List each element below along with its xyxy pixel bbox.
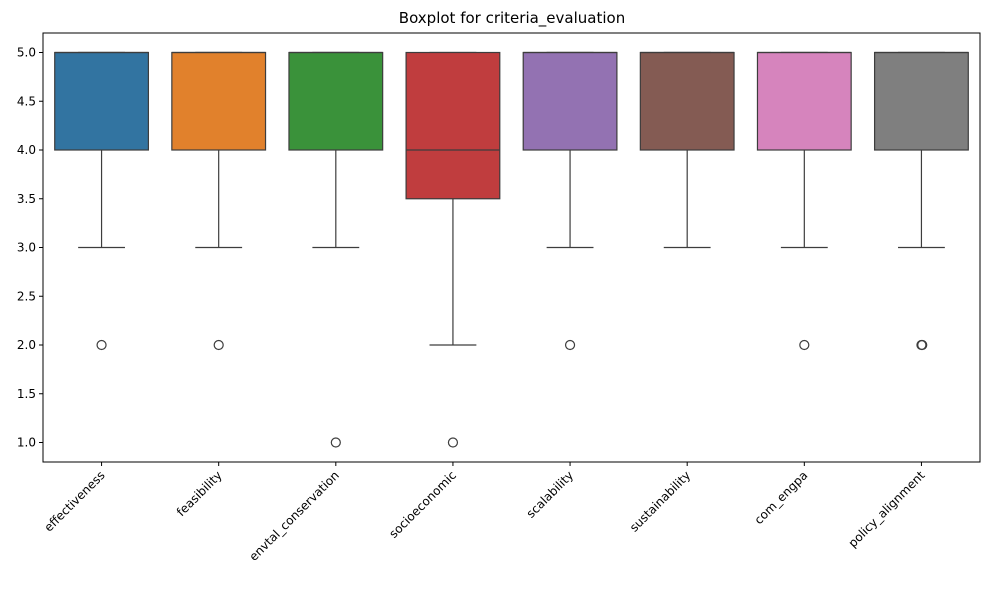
y-tick-label: 1.0 [17,436,36,450]
x-tick-label: policy_alignment [846,468,928,550]
y-tick-label: 3.5 [17,192,36,206]
box-group-envtal_conservation [288,51,384,448]
y-tick-label: 4.5 [17,94,36,108]
x-tick-label: feasibility [174,468,225,519]
outlier-point [564,339,576,351]
x-tick-label: socioeconomic [386,468,459,541]
y-tick-label: 2.0 [17,338,36,352]
box-group-scalability [522,51,618,351]
x-tick-label: sustainability [627,468,693,534]
outlier-point [96,339,107,351]
outlier-point [213,339,224,351]
outlier-point [330,437,341,448]
y-tick-label: 1.5 [17,387,36,401]
box-scalability [522,51,618,151]
outlier-point [799,339,810,351]
y-tick-label: 4.0 [17,143,36,157]
box-feasibility [171,51,267,151]
chart-title: Boxplot for criteria_evaluation [399,9,625,28]
x-axis: effectiveness feasibility envtal_conservat… [41,462,928,564]
x-tick-label: scalability [524,468,577,521]
box-group-feasibility [171,51,267,351]
box-group-policy_alignment [873,51,969,351]
box-group-effectiveness [54,51,150,351]
box-envtal_conservation [288,51,384,151]
box-group-com_engpa [756,51,852,351]
box-group-sustainability [639,51,735,249]
outlier-point [917,339,928,351]
y-axis: 1.0 1.5 2.0 2.5 3.0 3.5 4.0 4.5 5.0 [17,46,43,450]
box-group-socioeconomic [405,51,501,448]
x-tick-label: effectiveness [41,468,107,534]
box-socioeconomic [405,51,501,200]
outlier-point [447,437,459,448]
box-effectiveness [54,51,150,151]
box-policy_alignment [873,51,969,151]
y-tick-label: 2.5 [17,289,36,303]
y-tick-label: 3.0 [17,241,36,255]
x-tick-label: com_engpa [752,468,811,527]
box-com_engpa [756,51,852,151]
y-tick-label: 5.0 [17,46,36,60]
x-tick-label: envtal_conservation [246,468,341,563]
plot-area [54,51,969,448]
box-sustainability [639,51,735,151]
